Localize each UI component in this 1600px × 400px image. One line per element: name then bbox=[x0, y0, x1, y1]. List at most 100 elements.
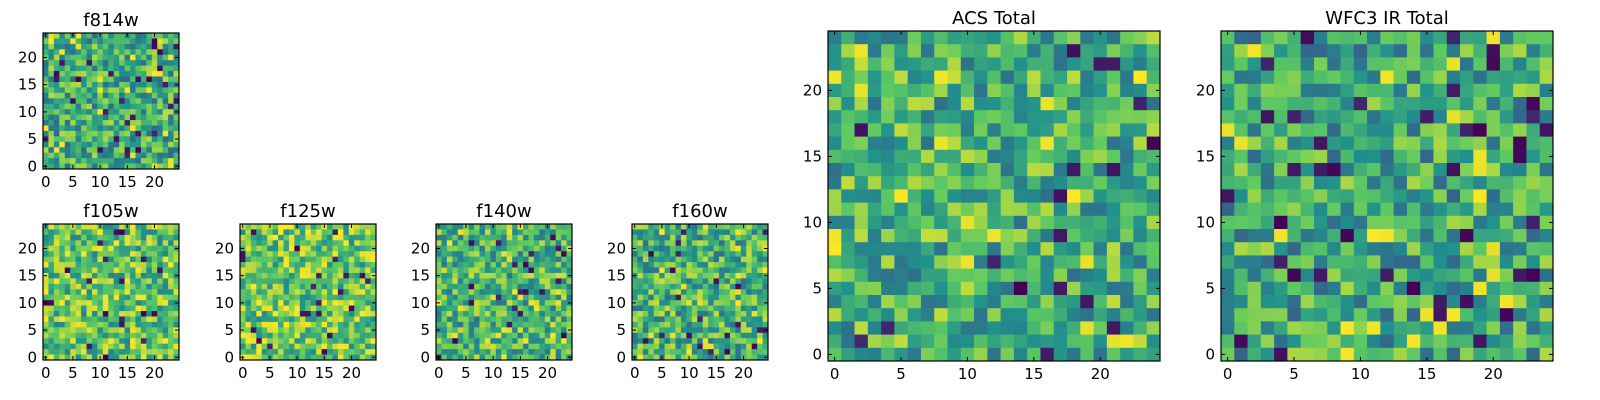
heatmap-cell bbox=[446, 251, 453, 258]
heatmap-cell bbox=[1234, 44, 1248, 58]
heatmap-cell bbox=[1393, 189, 1408, 203]
heatmap-cell bbox=[108, 65, 115, 72]
heatmap-cell bbox=[113, 311, 120, 317]
heatmap-cell bbox=[97, 49, 104, 56]
heatmap-cell bbox=[1013, 215, 1028, 230]
heatmap-cell bbox=[1393, 229, 1408, 243]
heatmap-cell bbox=[1040, 321, 1055, 335]
heatmap-cell bbox=[653, 354, 660, 361]
heatmap-cell bbox=[670, 294, 676, 301]
heatmap-cell bbox=[245, 327, 252, 334]
heatmap-cell bbox=[642, 251, 649, 258]
heatmap-cell bbox=[452, 343, 459, 350]
heatmap-cell bbox=[490, 289, 497, 296]
heatmap-cell bbox=[168, 305, 174, 312]
heatmap-cell bbox=[348, 311, 355, 317]
heatmap-cell bbox=[278, 262, 284, 268]
heatmap-cell bbox=[528, 289, 535, 296]
heatmap-cell bbox=[48, 224, 55, 230]
heatmap-cell bbox=[1067, 334, 1081, 349]
heatmap-cell bbox=[648, 316, 655, 323]
heatmap-cell bbox=[987, 31, 1002, 45]
heatmap-cell bbox=[288, 327, 295, 334]
heatmap-cell bbox=[81, 81, 87, 88]
heatmap-cell bbox=[881, 202, 895, 217]
heatmap-cell bbox=[288, 343, 295, 350]
heatmap-cell bbox=[697, 354, 704, 361]
heatmap-cell bbox=[245, 294, 252, 301]
heatmap-cell bbox=[1093, 110, 1108, 124]
heatmap-cell bbox=[1406, 31, 1421, 45]
heatmap-cell bbox=[168, 120, 174, 126]
heatmap-cell bbox=[960, 97, 975, 111]
heatmap-cell bbox=[359, 327, 366, 334]
heatmap-cell bbox=[278, 311, 284, 317]
heatmap-cell bbox=[75, 65, 82, 72]
heatmap-cell bbox=[168, 136, 174, 143]
heatmap-cell bbox=[146, 65, 153, 72]
heatmap-cell bbox=[987, 163, 1002, 177]
heatmap-cell bbox=[894, 255, 909, 269]
heatmap-cell bbox=[261, 354, 268, 361]
heatmap-cell bbox=[102, 152, 109, 159]
heatmap-cell bbox=[664, 256, 671, 263]
heatmap-cell bbox=[135, 327, 142, 334]
heatmap-cell bbox=[256, 251, 263, 258]
heatmap-cell bbox=[162, 49, 169, 56]
heatmap-cell bbox=[256, 256, 263, 263]
heatmap-cell bbox=[550, 267, 557, 274]
heatmap-cell bbox=[1367, 176, 1381, 190]
heatmap-cell bbox=[501, 349, 508, 355]
heatmap-cell bbox=[934, 334, 948, 349]
heatmap-cell bbox=[135, 152, 142, 159]
heatmap-cell bbox=[708, 300, 714, 306]
heatmap-cell bbox=[867, 123, 882, 137]
heatmap-cell bbox=[370, 343, 377, 350]
heatmap-cell bbox=[637, 327, 644, 334]
heatmap-cell bbox=[974, 255, 988, 269]
heatmap-cell bbox=[327, 354, 333, 361]
heatmap-cell bbox=[140, 332, 147, 339]
heatmap-cell bbox=[119, 354, 125, 361]
heatmap-cell bbox=[1380, 136, 1395, 151]
heatmap-cell bbox=[947, 242, 962, 256]
heatmap-cell bbox=[1234, 202, 1248, 217]
heatmap-cell bbox=[1274, 308, 1288, 322]
heatmap-cell bbox=[157, 71, 164, 77]
heatmap-cell bbox=[162, 240, 169, 247]
heatmap-cell bbox=[157, 92, 164, 99]
heatmap-cell bbox=[729, 283, 736, 290]
heatmap-cell bbox=[146, 251, 153, 258]
heatmap-cell bbox=[135, 294, 142, 301]
heatmap-cell bbox=[974, 215, 988, 230]
heatmap-cell bbox=[48, 354, 55, 361]
heatmap-cell bbox=[1406, 57, 1421, 71]
heatmap-cell bbox=[86, 316, 93, 323]
heatmap-cell bbox=[1539, 70, 1554, 85]
heatmap-cell bbox=[240, 267, 246, 274]
heatmap-cell bbox=[675, 354, 682, 361]
heatmap-cell bbox=[987, 321, 1002, 335]
heatmap-cell bbox=[757, 234, 763, 241]
heatmap-cell bbox=[1067, 83, 1081, 98]
heatmap-cell bbox=[1093, 83, 1108, 98]
heatmap-cell bbox=[708, 311, 714, 317]
heatmap-cell bbox=[653, 289, 660, 296]
heatmap-cell bbox=[146, 136, 153, 143]
heatmap-cell bbox=[43, 114, 49, 121]
heatmap-cell bbox=[555, 229, 562, 236]
heatmap-cell bbox=[327, 262, 333, 268]
heatmap-cell bbox=[119, 283, 125, 290]
heatmap-cell bbox=[1260, 242, 1275, 256]
heatmap-cell bbox=[370, 256, 377, 263]
heatmap-cell bbox=[91, 305, 98, 312]
heatmap-cell bbox=[91, 262, 98, 268]
heatmap-cell bbox=[881, 229, 895, 243]
heatmap-cell bbox=[1234, 176, 1248, 190]
heatmap-cell bbox=[729, 224, 736, 230]
heatmap-cell bbox=[81, 278, 87, 285]
heatmap-cell bbox=[708, 240, 714, 247]
heatmap-cell bbox=[960, 202, 975, 217]
heatmap-cell bbox=[680, 294, 687, 301]
heatmap-cell bbox=[729, 229, 736, 236]
